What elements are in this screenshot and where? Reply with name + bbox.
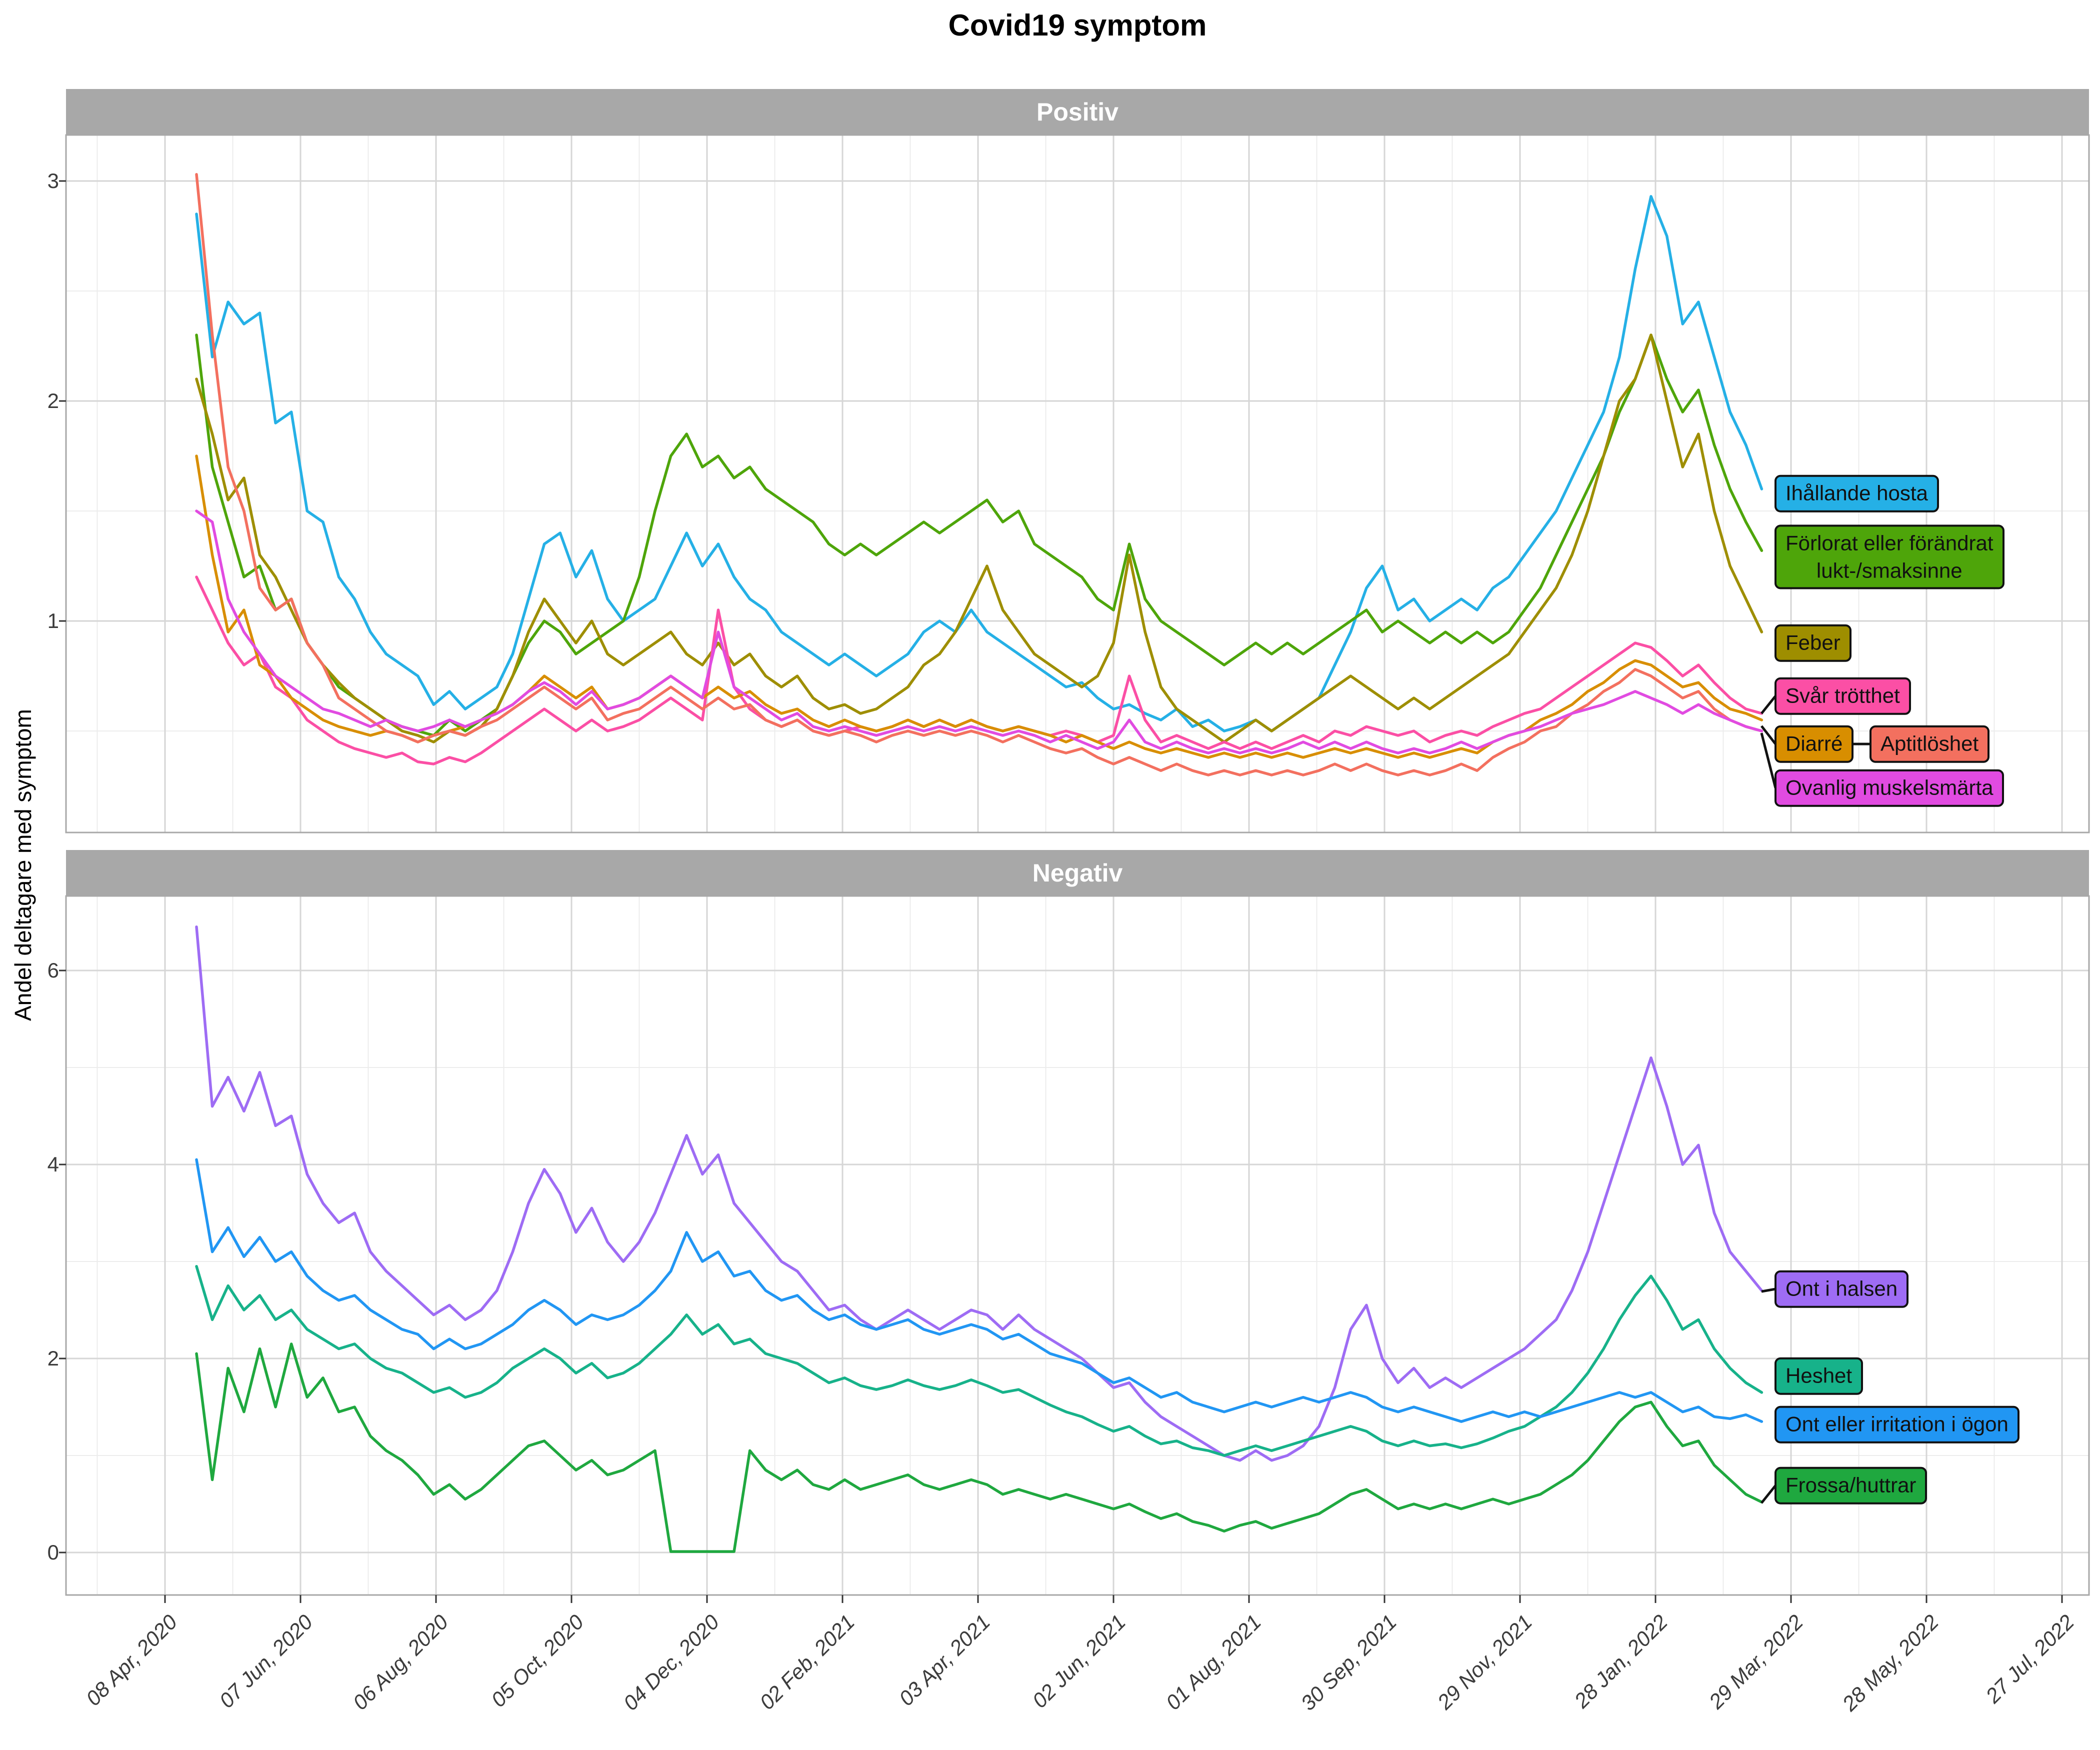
panel-border-positiv [65,134,2090,834]
series-label-frossa-huttrar: Frossa/huttrar [1774,1466,1928,1504]
y-tick-label: 2 [47,389,59,412]
series-label-feber: Feber [1774,624,1852,662]
series-line-frossa-huttrar [195,1342,1764,1553]
series-line-ihallande-hosta [195,195,1764,732]
label-leader-diarr [1760,725,1776,745]
facet-strip-negativ-label: Negativ [1032,859,1123,887]
label-leader-ont-i-halsen [1761,1288,1776,1293]
y-tick-label: 3 [47,169,59,192]
series-label-diarr: Diarré [1774,725,1854,763]
series-line-ont-i-halsen [195,925,1764,1462]
panel-bg-negativ [66,896,2089,1595]
series-label-ihallande-hosta: Ihållande hosta [1774,474,1939,512]
facet-strip-negativ: Negativ [66,850,2089,896]
label-leader-svar-trotthet [1760,695,1776,714]
y-tick-label: 4 [47,1152,59,1176]
series-line-ont-eller-irritation-i-ogon [195,1158,1764,1423]
series-label-ont-i-halsen: Ont i halsen [1774,1270,1909,1308]
y-tick-label: 0 [47,1540,59,1564]
facet-strip-positiv: Positiv [66,89,2089,135]
series-label-svar-trotthet: Svår trötthet [1774,677,1911,715]
y-tick-label: 2 [47,1346,59,1370]
series-label-forlorat-eller-forandrat-lukt-smaksinne: Förlorat eller förändrat lukt-/smaksinne [1774,524,2004,590]
series-label-ovanlig-muskelsmarta: Ovanlig muskelsmärta [1774,769,2004,807]
facet-strip-positiv-label: Positiv [1036,98,1118,126]
label-leader-ovanlig-muskelsmarta [1760,732,1777,788]
y-tick-label: 6 [47,958,59,982]
label-leader-frossa-huttrar [1760,1484,1776,1504]
series-line-forlorat-eller-forandrat-lukt-smaksinne [195,334,1764,737]
series-line-aptitloshet [195,173,1764,776]
panel-border-negativ [65,895,2090,1596]
series-label-aptitloshet: Aptitlöshet [1870,725,1990,763]
y-tick-label: 1 [47,609,59,632]
series-line-heshet [195,1264,1764,1457]
series-label-heshet: Heshet [1774,1357,1864,1395]
page-title: Covid19 symptom [948,8,1207,42]
series-label-ont-eller-irritation-i-ogon: Ont eller irritation i ögon [1774,1406,2020,1444]
series-line-ovanlig-muskelsmarta [195,510,1764,754]
